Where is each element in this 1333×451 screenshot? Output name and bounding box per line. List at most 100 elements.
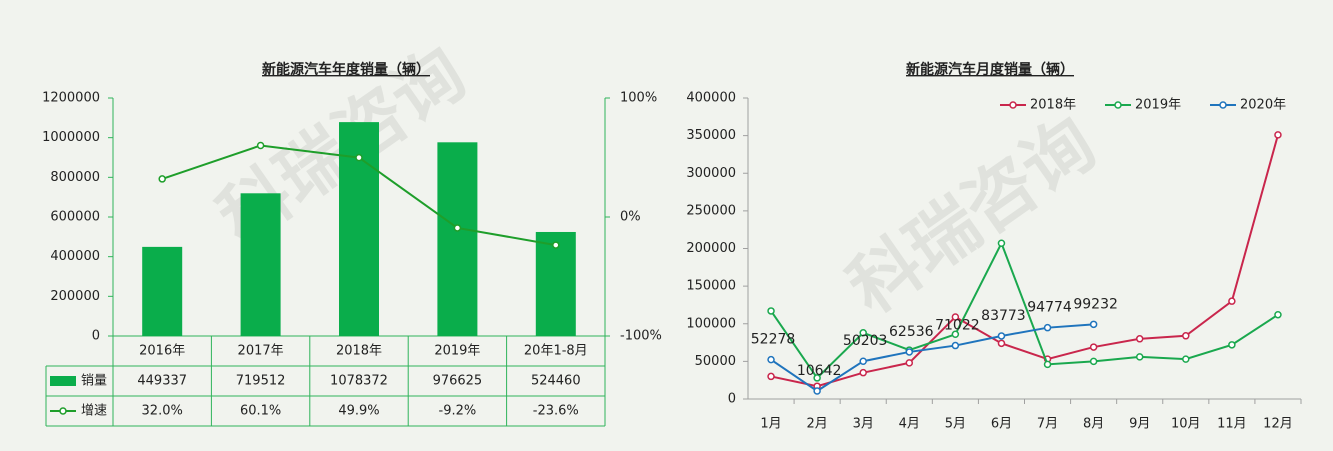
x-tick-label: 2016年	[139, 344, 185, 359]
marker	[1089, 357, 1098, 366]
table-value: -9.2%	[439, 404, 477, 419]
y-tick-label: 400000	[686, 91, 736, 106]
marker	[997, 339, 1006, 348]
x-tick-label: 9月	[1129, 417, 1150, 432]
data-label: 62536	[889, 324, 934, 340]
table-value: 524460	[531, 374, 581, 389]
marker	[859, 357, 867, 365]
marker	[1089, 343, 1098, 351]
marker	[1228, 341, 1236, 349]
x-tick-label: 3月	[853, 417, 874, 432]
y-tick-label: 0	[92, 329, 100, 344]
marker	[951, 341, 960, 350]
marker	[256, 141, 265, 150]
data-label: 83773	[981, 308, 1026, 324]
marker	[1135, 353, 1144, 361]
legend-label: 增速	[81, 404, 107, 419]
marker	[355, 153, 363, 162]
legend-swatch	[50, 376, 76, 386]
marker	[951, 330, 960, 339]
x-tick-label: 5月	[945, 417, 966, 432]
marker	[1043, 323, 1052, 332]
table-value: 719512	[236, 374, 286, 389]
legend-label: 销量	[81, 374, 107, 389]
y-tick-label: 400000	[50, 249, 100, 264]
chart-title: 新能源汽车年度销量（辆）	[262, 61, 430, 78]
marker	[813, 387, 821, 395]
y-tick-label: 350000	[686, 128, 736, 143]
bar	[240, 193, 281, 336]
table-value: 49.9%	[338, 404, 379, 419]
legend-label: 2018年	[1030, 98, 1076, 113]
bar	[142, 246, 183, 336]
marker	[767, 355, 775, 364]
line	[770, 240, 1279, 380]
table-value: 60.1%	[240, 404, 281, 419]
y-tick-label: 300000	[686, 166, 736, 181]
marker	[1274, 131, 1282, 139]
table-value: 1078372	[330, 374, 388, 389]
x-tick-label: 2018年	[336, 344, 382, 359]
bar	[437, 142, 478, 336]
marker	[453, 224, 462, 232]
table-value: 976625	[433, 374, 483, 389]
y-tick-label: 100000	[686, 316, 736, 331]
x-tick-label: 6月	[991, 417, 1012, 432]
x-tick-label: 8月	[1083, 417, 1104, 432]
marker	[813, 374, 821, 382]
y-tick-label: 800000	[50, 170, 100, 185]
data-label: 10642	[797, 363, 842, 379]
marker	[997, 332, 1006, 340]
marker	[905, 348, 914, 356]
table-value: -23.6%	[533, 404, 579, 419]
line	[770, 134, 1279, 388]
x-tick-label: 2月	[806, 417, 827, 432]
x-tick-label: 4月	[899, 417, 920, 432]
x-tick-label: 7月	[1037, 417, 1058, 432]
legend-label: 2019年	[1135, 98, 1181, 113]
marker	[1228, 297, 1236, 305]
legend-swatch	[1219, 101, 1227, 109]
marker	[552, 241, 560, 249]
y-tick-label: 200000	[686, 241, 736, 256]
x-tick-label: 12月	[1263, 417, 1293, 432]
marker	[859, 368, 867, 377]
marker	[767, 307, 775, 315]
chart-title: 新能源汽车月度销量（辆）	[906, 61, 1074, 78]
marker	[951, 313, 960, 321]
x-tick-label: 1月	[760, 417, 781, 432]
y2-tick-label: 100%	[620, 91, 657, 106]
x-tick-label: 20年1-8月	[524, 344, 588, 359]
table-value: 449337	[137, 374, 187, 389]
data-label: 52278	[751, 332, 796, 348]
y-tick-label: 0	[728, 392, 736, 407]
data-label: 94774	[1027, 300, 1072, 316]
bar	[535, 231, 576, 336]
marker	[1089, 320, 1098, 329]
marker	[158, 175, 166, 183]
marker	[1274, 310, 1282, 319]
legend-swatch	[1114, 101, 1122, 109]
legend-swatch	[59, 407, 67, 415]
y-tick-label: 50000	[695, 354, 736, 369]
marker	[1043, 360, 1052, 369]
x-tick-label: 11月	[1217, 417, 1247, 432]
x-tick-label: 2017年	[238, 344, 284, 359]
data-label: 50203	[843, 333, 888, 349]
y-tick-label: 1000000	[42, 130, 100, 145]
legend-swatch	[1009, 101, 1017, 109]
marker	[859, 329, 867, 337]
data-label: 99232	[1073, 296, 1118, 312]
legend-label: 2020年	[1240, 98, 1286, 113]
y-tick-label: 600000	[50, 210, 100, 225]
marker	[767, 372, 775, 381]
marker	[1135, 335, 1144, 343]
y2-tick-label: 0%	[620, 210, 641, 225]
marker	[997, 239, 1006, 247]
data-label: 71022	[935, 318, 980, 334]
y-tick-label: 200000	[50, 289, 100, 304]
marker	[905, 359, 914, 367]
marker	[1182, 332, 1190, 340]
y-tick-label: 250000	[686, 203, 736, 218]
